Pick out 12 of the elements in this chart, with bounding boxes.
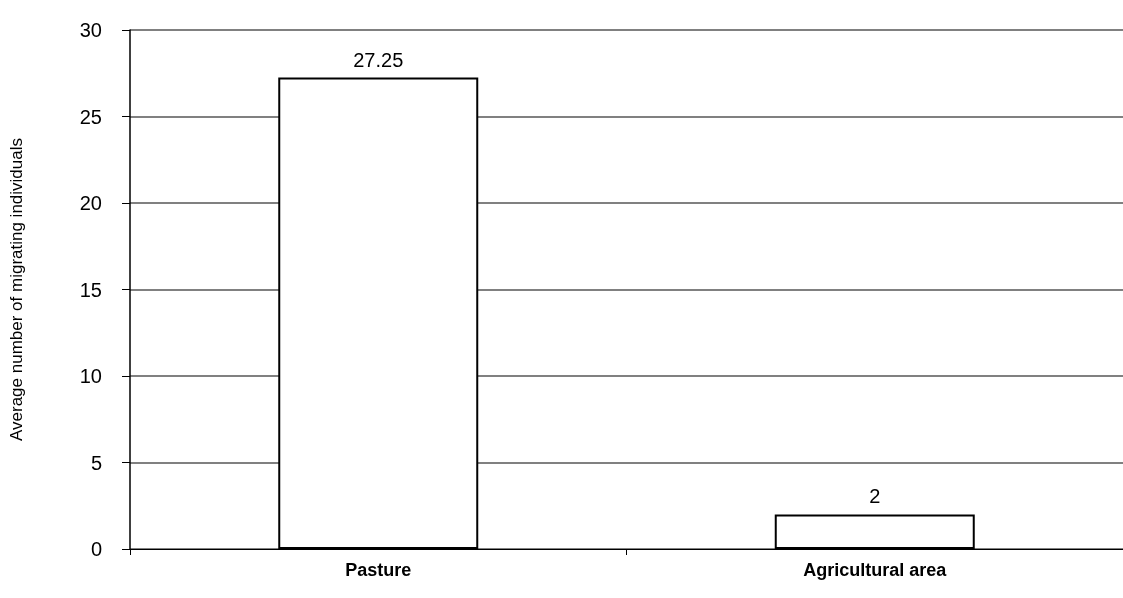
y-axis-title: Average number of migrating individuals xyxy=(7,137,26,442)
y-tick-label: 0 xyxy=(90,538,102,560)
y-tick-label: 20 xyxy=(79,192,102,214)
y-tick-label: 15 xyxy=(79,278,102,301)
data-label: 2 xyxy=(869,485,881,508)
y-tick-label: 10 xyxy=(79,365,102,387)
y-tick-label: 30 xyxy=(79,19,102,41)
x-tick-label: Pasture xyxy=(345,560,412,580)
y-tick-label: 25 xyxy=(79,105,102,128)
y-tick-label: 5 xyxy=(90,451,102,474)
data-label: 27.25 xyxy=(353,48,404,71)
x-tick-label: Agricultural area xyxy=(803,560,948,580)
